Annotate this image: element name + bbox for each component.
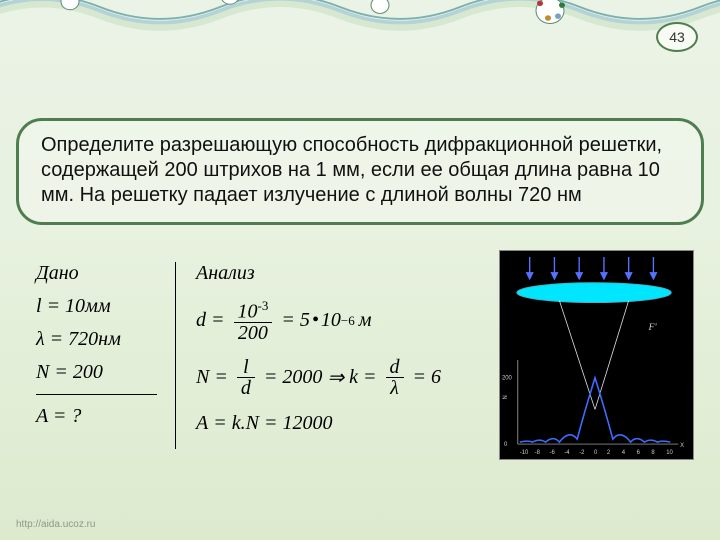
svg-text:X: X [680,443,684,449]
given-heading: Дано [36,262,157,285]
given-n: N = 200 [36,361,157,384]
analysis-heading: Анализ [196,262,441,285]
svg-text:200: 200 [502,376,513,382]
problem-statement: Определите разрешающую способность дифра… [16,118,704,225]
problem-text: Определите разрешающую способность дифра… [41,134,662,206]
eq-a: A= k.N= 12000 [196,412,441,435]
diffraction-diagram: F' 0 200 N -10 -8 -6 -4 -2 0 2 4 6 8 10 … [499,250,694,460]
svg-text:10: 10 [666,450,673,456]
analysis-block: Анализ d= 10-3 200 = 5•10−6 м N= l d = 2… [196,262,441,449]
svg-text:N: N [503,395,509,399]
given-l: l = 10мм [36,295,157,318]
solution-area: Дано l = 10мм λ = 720нм N = 200 A = ? Ан… [36,262,490,449]
page-number: 43 [669,29,685,45]
svg-text:-10: -10 [520,450,529,456]
lens-shape [517,283,671,303]
svg-text:-8: -8 [535,450,541,456]
footer-url: http://aida.ucoz.ru [16,519,96,530]
eq-d: d= 10-3 200 = 5•10−6 м [196,299,441,343]
given-separator [36,394,157,395]
given-lambda: λ = 720нм [36,328,157,351]
given-block: Дано l = 10мм λ = 720нм N = 200 A = ? [36,262,176,449]
diagram-svg: F' 0 200 N -10 -8 -6 -4 -2 0 2 4 6 8 10 … [500,251,693,459]
svg-text:F': F' [647,322,657,333]
header-decoration [0,0,720,60]
page-number-badge: 43 [656,22,698,52]
eq-n-k: N= l d = 2000 ⇒ k= d λ = 6 [196,357,441,398]
svg-text:-6: -6 [549,450,555,456]
given-a: A = ? [36,405,157,428]
wavy-lines [0,0,720,40]
svg-text:-4: -4 [564,450,570,456]
svg-text:2: 2 [607,450,610,456]
svg-text:-2: -2 [579,450,584,456]
